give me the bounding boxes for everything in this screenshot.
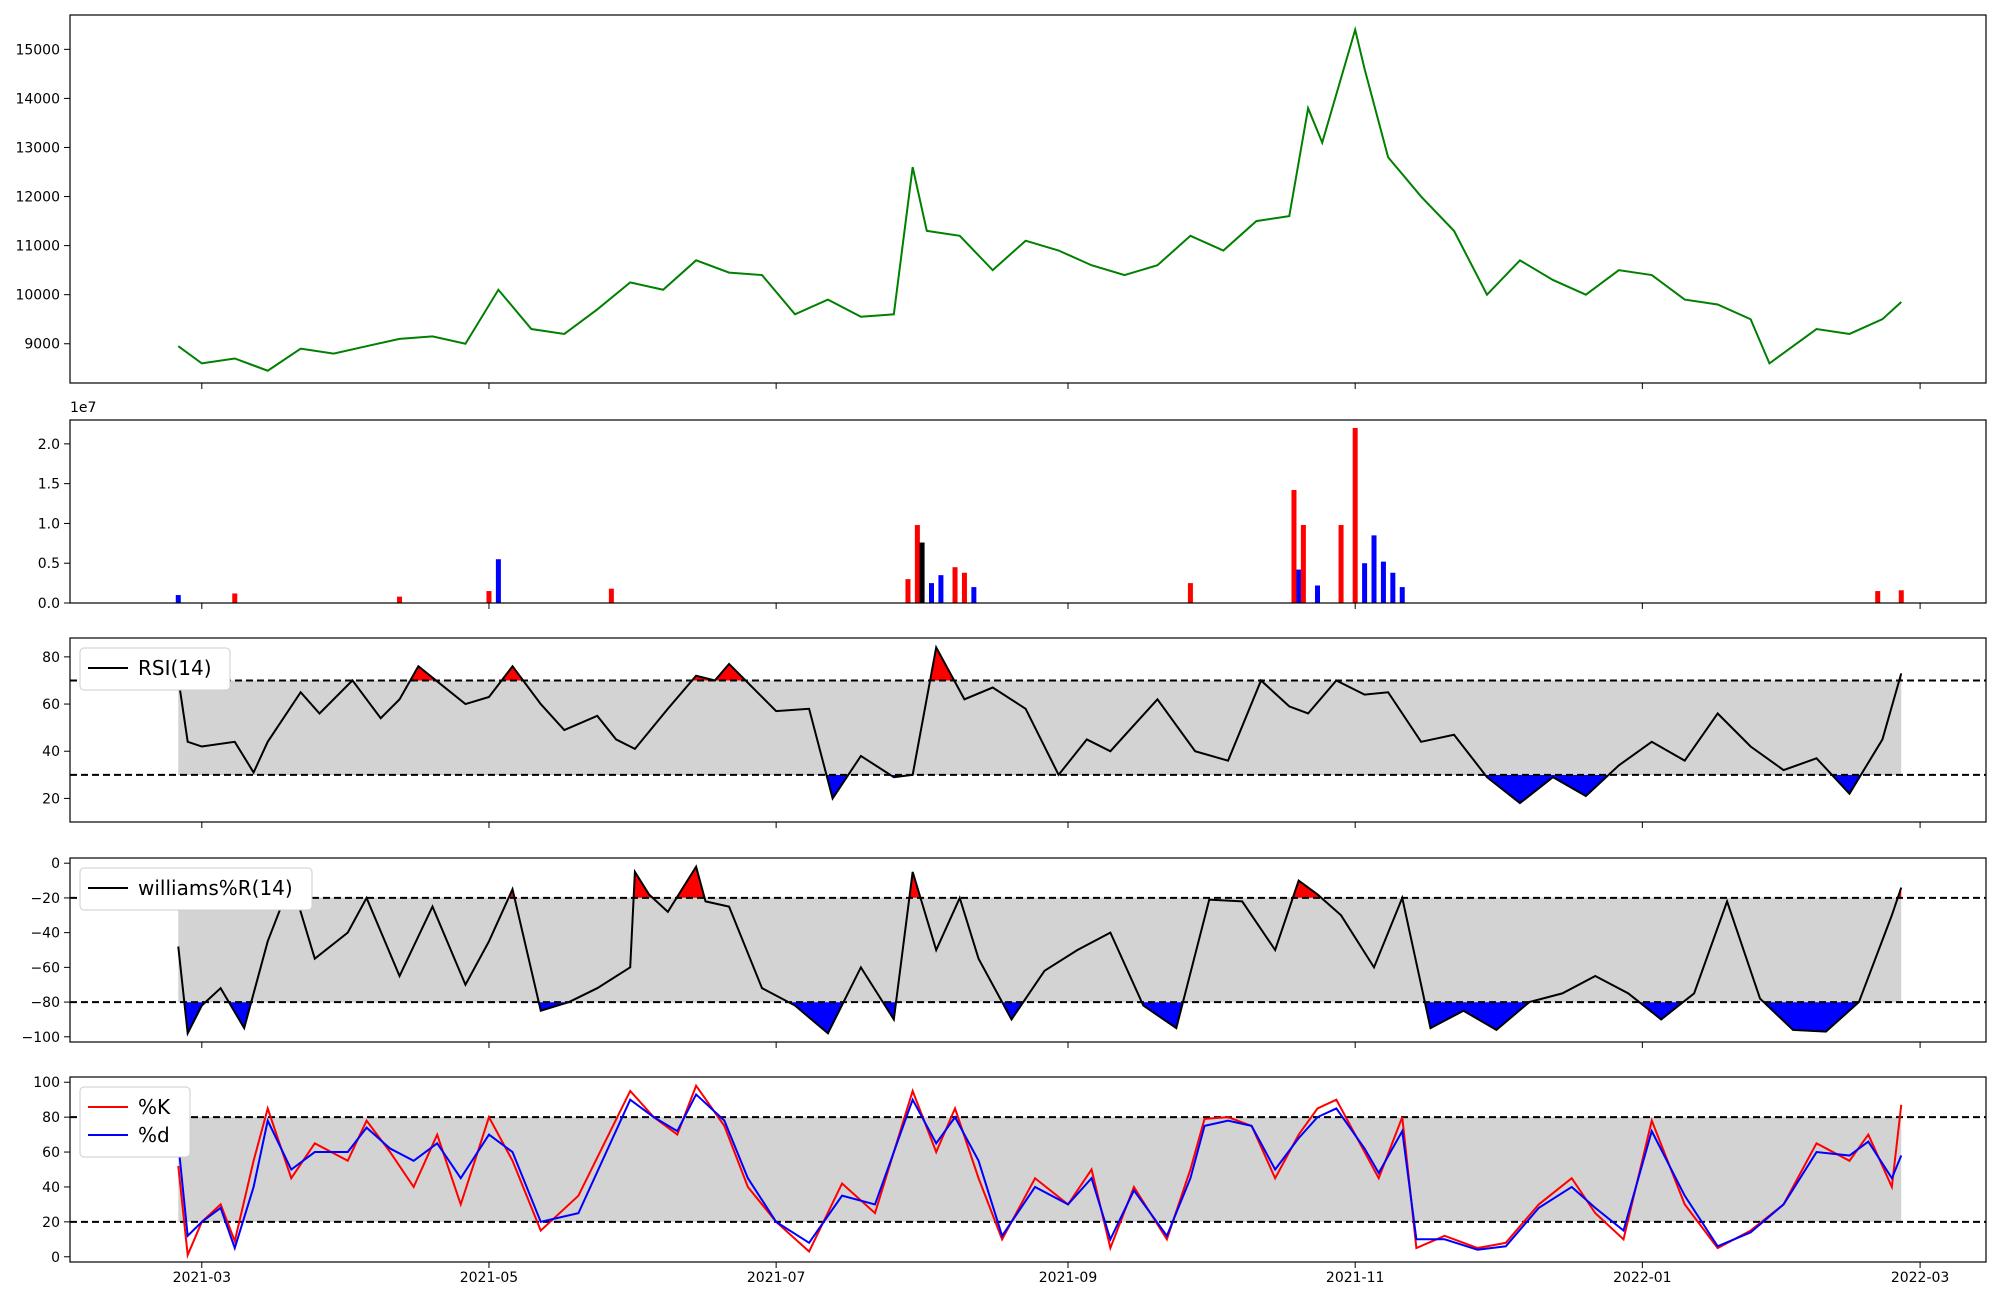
volume-bar: [928, 583, 934, 603]
rsi-frame: [69, 637, 1987, 823]
x-tick-label: 2021-03: [173, 1270, 232, 1286]
stoch-frame: [69, 1076, 1987, 1263]
williams-oversold-fill: [178, 1002, 1902, 1034]
rsi-band: [178, 680, 1902, 775]
volume-bar: [971, 587, 977, 603]
rsi-legend-label: RSI(14): [138, 656, 212, 680]
price-ytick-label: 12000: [15, 190, 60, 206]
price-ytick-label: 11000: [15, 239, 60, 255]
williams-ytick-label: −20: [30, 891, 60, 907]
x-tick-label: 2021-09: [1039, 1270, 1098, 1286]
volume-bar: [1875, 591, 1881, 603]
volume-bar: [1296, 569, 1302, 603]
volume-bar: [919, 542, 925, 603]
x-tick-label: 2021-11: [1326, 1270, 1385, 1286]
volume-bar: [1390, 572, 1396, 603]
stoch-legend-box: [79, 1086, 191, 1158]
price-ytick-label: 15000: [15, 42, 60, 58]
volume-bar: [1291, 490, 1297, 603]
volume-bar: [1380, 561, 1386, 603]
williams-panel: 0 −20 −40 −60 −80 −100 williams%R(14): [22, 856, 1987, 1048]
volume-offset-text: 1e7: [70, 400, 96, 416]
williams-line: [177, 864, 1903, 1037]
volume-bar: [175, 595, 181, 603]
volume-panel: 0.0 0.5 1.0 1.5 2.0 1e7: [38, 400, 1987, 612]
stoch-line-pct-d: [177, 1092, 1903, 1252]
rsi-ytick-label: 60: [42, 697, 60, 713]
volume-ytick-label: 0.5: [38, 556, 60, 572]
volume-frame: [69, 419, 1987, 604]
stoch-ytick-label: 0: [51, 1250, 60, 1266]
x-tick-label: 2021-07: [747, 1270, 806, 1286]
volume-bar: [1898, 590, 1904, 603]
williams-ytick-label: −60: [30, 960, 60, 976]
williams-ytick-label: −40: [30, 926, 60, 942]
rsi-legend-box: [79, 647, 231, 691]
volume-bar: [1338, 525, 1344, 603]
volume-bar: [914, 525, 920, 603]
price-frame: [69, 14, 1987, 384]
volume-bar: [1300, 525, 1306, 603]
volume-ytick-label: 1.5: [38, 477, 60, 493]
volume-bar: [1362, 563, 1368, 603]
stoch-ytick-label: 40: [42, 1180, 60, 1196]
x-tick-label: 2022-01: [1613, 1270, 1672, 1286]
volume-ytick-label: 1.0: [38, 516, 60, 532]
price-ytick-label: 13000: [15, 140, 60, 156]
rsi-ytick-label: 20: [42, 791, 60, 807]
price-ytick-label: 14000: [15, 91, 60, 107]
volume-ytick-label: 2.0: [38, 437, 60, 453]
volume-bar: [938, 575, 944, 603]
williams-ytick-label: −80: [30, 995, 60, 1011]
price-ytick-label: 9000: [24, 337, 60, 353]
x-tick-label: 2021-05: [460, 1270, 519, 1286]
rsi-panel: 20 40 60 80 RSI(14): [42, 637, 1987, 828]
stoch-legend-label: %K: [138, 1095, 171, 1119]
rsi-ytick-label: 40: [42, 744, 60, 760]
volume-bar: [608, 588, 614, 603]
stoch-band: [178, 1117, 1902, 1222]
stoch-legend: %K %d: [79, 1086, 191, 1158]
volume-bar: [397, 596, 403, 603]
rsi-line: [177, 644, 1903, 805]
volume-bar: [1187, 583, 1193, 603]
price-ytick-label: 10000: [15, 288, 60, 304]
volume-bar: [1399, 587, 1405, 603]
stoch-legend-label: %d: [138, 1123, 170, 1147]
rsi-legend: RSI(14): [79, 647, 231, 691]
volume-ytick-label: 0.0: [38, 596, 60, 612]
williams-legend-label: williams%R(14): [138, 876, 293, 900]
volume-bar: [495, 559, 501, 603]
williams-ytick-label: 0: [51, 856, 60, 872]
volume-bar: [961, 572, 967, 603]
williams-legend: williams%R(14): [79, 867, 313, 911]
volume-bar: [232, 593, 238, 603]
price-line: [177, 25, 1902, 372]
volume-bar: [1315, 585, 1321, 603]
rsi-ytick-label: 80: [42, 650, 60, 666]
volume-bar: [1371, 535, 1377, 603]
volume-bar: [905, 579, 911, 603]
stoch-panel: 0 20 40 60 80 100 %K %d: [33, 1075, 1987, 1268]
stoch-ytick-label: 100: [33, 1075, 60, 1091]
stoch-ytick-label: 60: [42, 1145, 60, 1161]
williams-band: [178, 897, 1902, 1003]
williams-legend-box: [79, 867, 313, 911]
x-tick-label: 2022-03: [1891, 1270, 1950, 1286]
volume-bar: [952, 567, 958, 603]
stoch-ytick-label: 20: [42, 1215, 60, 1231]
price-panel: 9000 10000 11000 12000 13000 14000 15000: [15, 14, 1987, 389]
stoch-ytick-label: 80: [42, 1110, 60, 1126]
volume-bar: [486, 591, 492, 603]
williams-ytick-label: −100: [22, 1030, 60, 1046]
williams-frame: [69, 857, 1987, 1043]
volume-bar: [1352, 427, 1358, 603]
